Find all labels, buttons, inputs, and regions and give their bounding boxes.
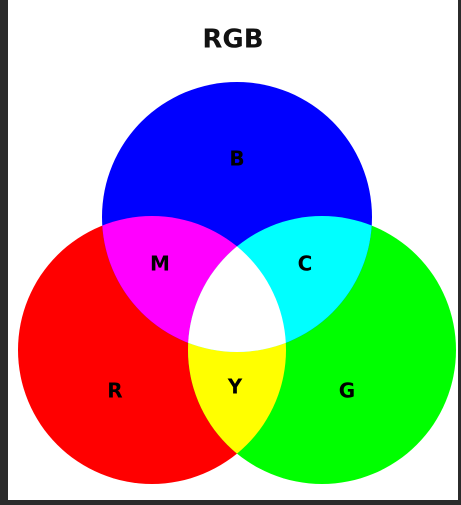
region-label: Y — [227, 375, 243, 399]
region-label: C — [298, 252, 313, 276]
region-label: G — [339, 379, 355, 403]
region-label: B — [229, 147, 244, 171]
title: RGB — [202, 25, 263, 55]
region-label: R — [107, 379, 122, 403]
region-label: M — [150, 252, 170, 276]
